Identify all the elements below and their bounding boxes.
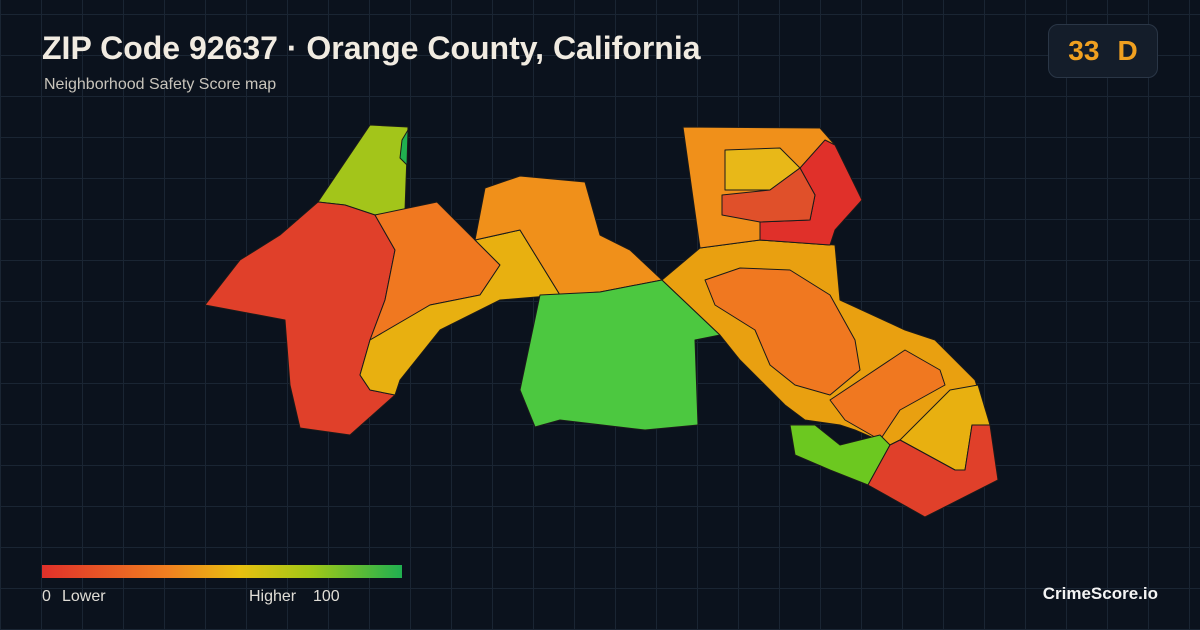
region — [704, 267, 861, 396]
region — [721, 167, 816, 223]
score-grade: D — [1117, 35, 1138, 66]
title: ZIP Code 92637 · Orange County, Californ… — [42, 30, 701, 66]
region — [399, 129, 409, 166]
score-badge: 33 D — [1048, 24, 1158, 78]
legend-min: 0 — [42, 588, 51, 605]
region — [204, 201, 396, 436]
region — [829, 349, 946, 441]
legend-max-label: Higher — [249, 588, 297, 605]
subtitle: Neighborhood Safety Score map — [44, 76, 277, 93]
score-value: 33 — [1068, 35, 1100, 66]
region — [519, 279, 721, 431]
legend-gradient — [42, 565, 402, 578]
brand: CrimeScore.io — [1042, 584, 1158, 603]
legend-min-label: Lower — [62, 588, 106, 605]
region — [867, 424, 999, 518]
legend-max: 100 — [313, 588, 340, 605]
region — [317, 124, 409, 216]
